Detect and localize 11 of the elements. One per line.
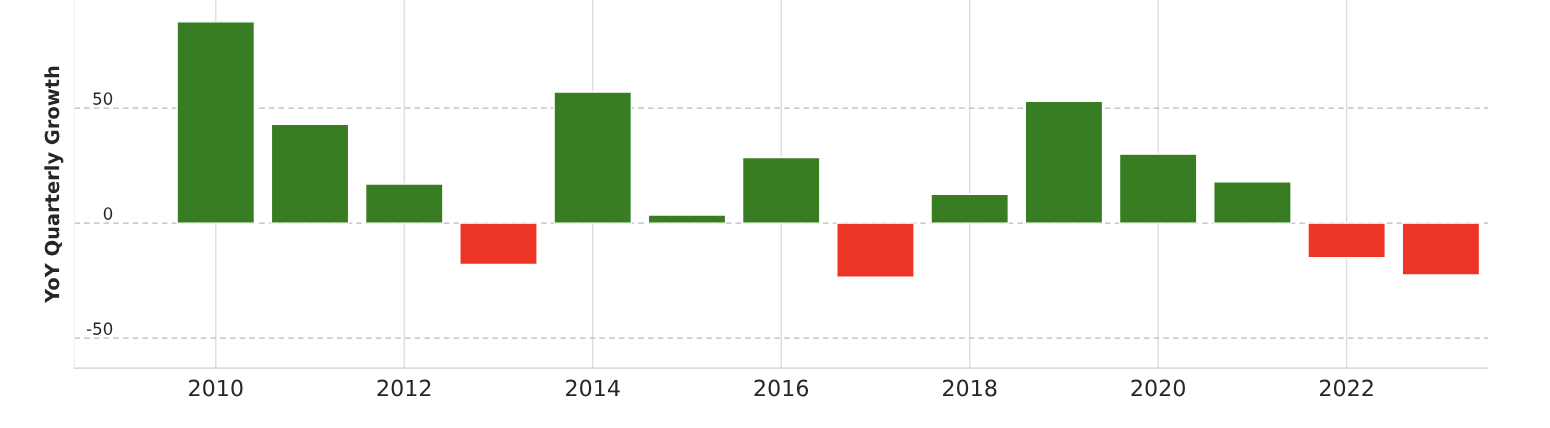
x-tick-label: 2010 [189,379,243,397]
x-tick-label: 2012 [377,379,431,397]
x-tick-label: 2016 [754,379,809,397]
y-tick-label: -50 [86,322,113,335]
x-tick-label: 2014 [566,379,620,397]
y-axis-title: YoY Quarterly Growth [44,66,64,304]
x-tick-label: 2020 [1131,379,1185,397]
y-tick-label: 0 [103,207,113,220]
y-tick-label: 50 [93,92,113,105]
x-tick-label: 2022 [1319,379,1373,397]
x-tick-label: 2018 [943,379,997,397]
